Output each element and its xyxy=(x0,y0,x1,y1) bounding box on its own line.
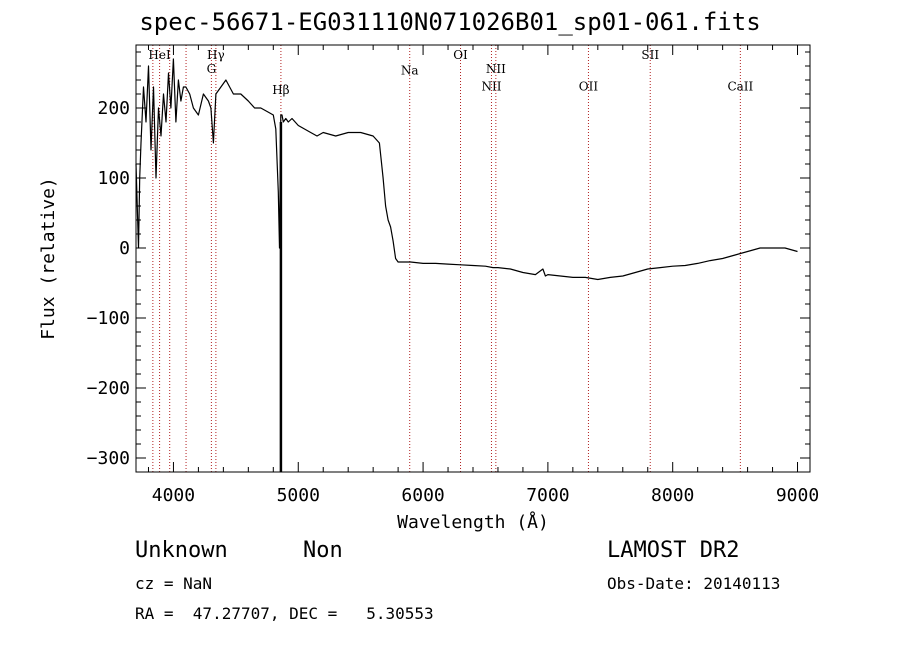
y-axis-label: Flux (relative) xyxy=(38,177,59,340)
object-class: Unknown xyxy=(135,538,228,563)
axes-layer: 4000 5000 6000 7000 8000 9000 200 100 0 −100 −200 −… xyxy=(87,45,819,506)
emission-line-label: SII xyxy=(641,48,659,62)
series-layer xyxy=(135,58,798,472)
survey-label: LAMOST DR2 xyxy=(607,538,740,563)
emission-line-label: CaII xyxy=(727,80,753,94)
x-tick-label: 4000 xyxy=(152,485,195,506)
emission-line-label: G xyxy=(207,62,217,76)
y-tick-label: −100 xyxy=(87,308,130,329)
emission-line-label: HeI xyxy=(148,48,171,62)
y-tick-label: 200 xyxy=(97,98,130,119)
emission-lines-layer: HeI HγG Hβ Na OI NII NII OII SII CaII xyxy=(148,45,754,472)
emission-line-label: NII xyxy=(481,80,501,94)
x-tick-label: 7000 xyxy=(526,485,569,506)
x-axis-label: Wavelength (Å) xyxy=(397,511,549,533)
redshift-value: cz = NaN xyxy=(135,574,213,593)
emission-line-label: Hγ xyxy=(207,48,225,62)
x-tick-label: 8000 xyxy=(651,485,694,506)
plot-frame xyxy=(135,44,811,473)
x-tick-label: 5000 xyxy=(277,485,320,506)
x-tick-label: 9000 xyxy=(776,485,819,506)
x-tick-label: 6000 xyxy=(401,485,444,506)
emission-line-label: Hβ xyxy=(272,83,289,97)
emission-line-label: OII xyxy=(579,80,599,94)
spectrum-series-line xyxy=(135,58,798,281)
emission-line-label: Na xyxy=(401,63,419,77)
y-tick-label: 100 xyxy=(97,168,130,189)
object-subclass: Non xyxy=(303,538,343,563)
emission-line-label: NII xyxy=(486,62,506,76)
obs-date: Obs-Date: 20140113 xyxy=(607,574,781,593)
y-tick-label: 0 xyxy=(119,238,130,259)
coordinates: RA = 47.27707, DEC = 5.30553 xyxy=(135,604,434,623)
emission-line-label: OI xyxy=(453,48,468,62)
y-tick-label: −200 xyxy=(87,378,130,399)
y-tick-label: −300 xyxy=(87,448,130,469)
chart-title: spec-56671-EG031110N071026B01_sp01-061.f… xyxy=(139,8,761,36)
